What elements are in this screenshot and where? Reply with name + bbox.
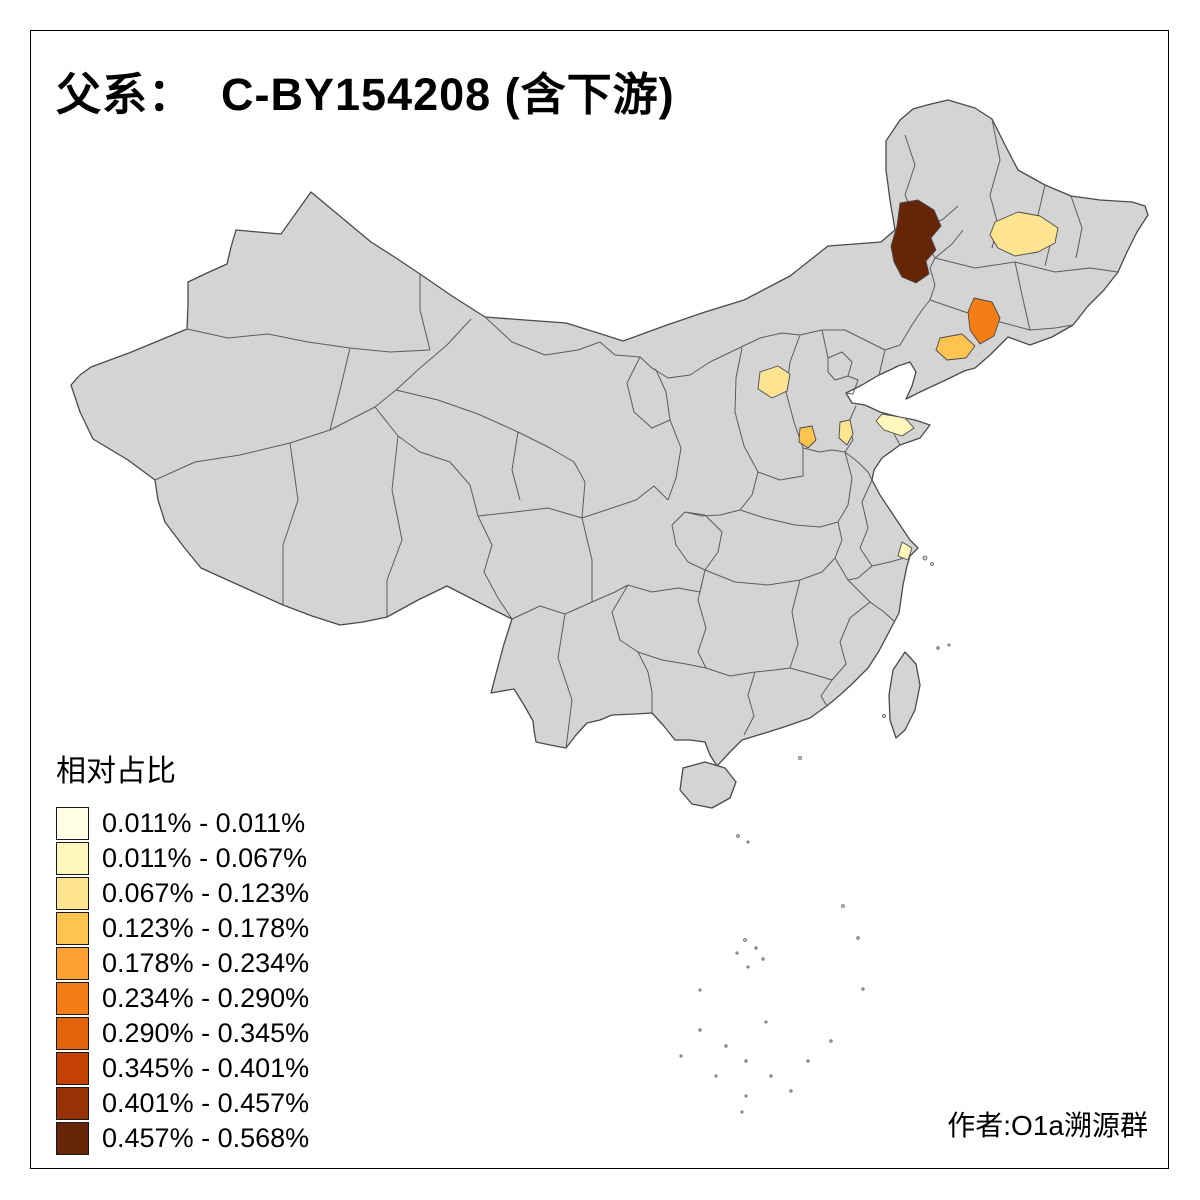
taiwan-island [888, 651, 921, 739]
legend-item-label: 0.011% - 0.011% [102, 808, 306, 838]
island-dot [922, 555, 928, 561]
map-region-highlight [989, 211, 1059, 257]
island-dot [769, 1074, 773, 1078]
map-region-highlight [838, 419, 854, 446]
map-region-highlight [935, 333, 976, 361]
legend: 相对占比 0.011% - 0.011% 0.011% - 0.067% 0.0… [56, 746, 309, 1156]
map-region-highlight [757, 365, 791, 399]
island-dot [735, 951, 739, 955]
author-credit: 作者:O1a溯源群 [947, 1110, 1148, 1141]
legend-item-label: 0.345% - 0.401% [102, 1053, 310, 1083]
legend-item-label: 0.457% - 0.568% [102, 1123, 310, 1153]
mainland-outline [70, 99, 1149, 767]
island-dot [764, 1020, 768, 1024]
legend-swatch [56, 807, 89, 840]
legend-title: 相对占比 [56, 755, 176, 788]
legend-swatch [56, 1087, 89, 1120]
legend-item: 0.234% - 0.290% [56, 981, 309, 1016]
province-borders [154, 118, 1119, 749]
legend-swatch [56, 877, 89, 910]
map-region-highlight [890, 199, 942, 284]
island-dot [754, 946, 758, 950]
legend-item: 0.178% - 0.234% [56, 946, 309, 981]
island-dot [882, 714, 887, 719]
island-dot [740, 1110, 744, 1114]
island-dot [936, 646, 940, 650]
island-dot [698, 1028, 702, 1032]
island-dot [789, 1089, 793, 1093]
island-dot [761, 957, 765, 961]
legend-swatch [56, 982, 89, 1015]
legend-swatch [56, 842, 89, 875]
island-dot [714, 1074, 718, 1078]
island-dot [829, 1039, 833, 1043]
legend-swatch [56, 1122, 89, 1155]
legend-item-label: 0.178% - 0.234% [102, 948, 310, 978]
legend-item: 0.345% - 0.401% [56, 1051, 309, 1086]
island-dot [743, 938, 747, 942]
map-region-highlight [897, 541, 913, 561]
highlighted-regions [757, 199, 1059, 561]
legend-swatch [56, 1052, 89, 1085]
legend-item-label: 0.234% - 0.290% [102, 983, 310, 1013]
legend-swatch [56, 912, 89, 945]
legend-item: 0.290% - 0.345% [56, 1016, 309, 1051]
legend-swatch [56, 1017, 89, 1050]
legend-swatch [56, 947, 89, 980]
island-dot [930, 562, 934, 566]
island-dot [947, 643, 951, 647]
island-dot [744, 1094, 748, 1098]
map-region-highlight [967, 297, 1001, 345]
legend-item: 0.123% - 0.178% [56, 911, 309, 946]
legend-items: 0.011% - 0.011% 0.011% - 0.067% 0.067% -… [56, 806, 309, 1156]
island-dot [861, 987, 865, 991]
hainan-island [679, 761, 737, 809]
legend-item: 0.401% - 0.457% [56, 1086, 309, 1121]
island-dot [856, 936, 860, 940]
legend-item: 0.457% - 0.568% [56, 1121, 309, 1156]
island-dot [746, 840, 750, 844]
island-dot [698, 988, 702, 992]
legend-item: 0.067% - 0.123% [56, 876, 309, 911]
island-dot [724, 1044, 728, 1048]
island-dot [841, 904, 845, 908]
south-china-sea-islands [679, 555, 951, 1114]
legend-item-label: 0.290% - 0.345% [102, 1018, 310, 1048]
island-dot [679, 1054, 683, 1058]
legend-item-label: 0.011% - 0.067% [102, 843, 308, 873]
legend-item: 0.011% - 0.011% [56, 806, 309, 841]
legend-item-label: 0.123% - 0.178% [102, 913, 310, 943]
island-dot [746, 965, 750, 969]
legend-item-label: 0.401% - 0.457% [102, 1088, 310, 1118]
page-title: 父系： C-BY154208 (含下游) [56, 69, 675, 120]
island-dot [806, 1059, 810, 1063]
map-region-highlight [798, 425, 817, 449]
island-dot [744, 1059, 748, 1063]
legend-item-label: 0.067% - 0.123% [102, 878, 310, 908]
island-dot [736, 834, 740, 838]
land-group [70, 99, 1149, 1114]
island-dot [798, 756, 802, 760]
legend-item: 0.011% - 0.067% [56, 841, 309, 876]
map-region-highlight [875, 413, 915, 437]
